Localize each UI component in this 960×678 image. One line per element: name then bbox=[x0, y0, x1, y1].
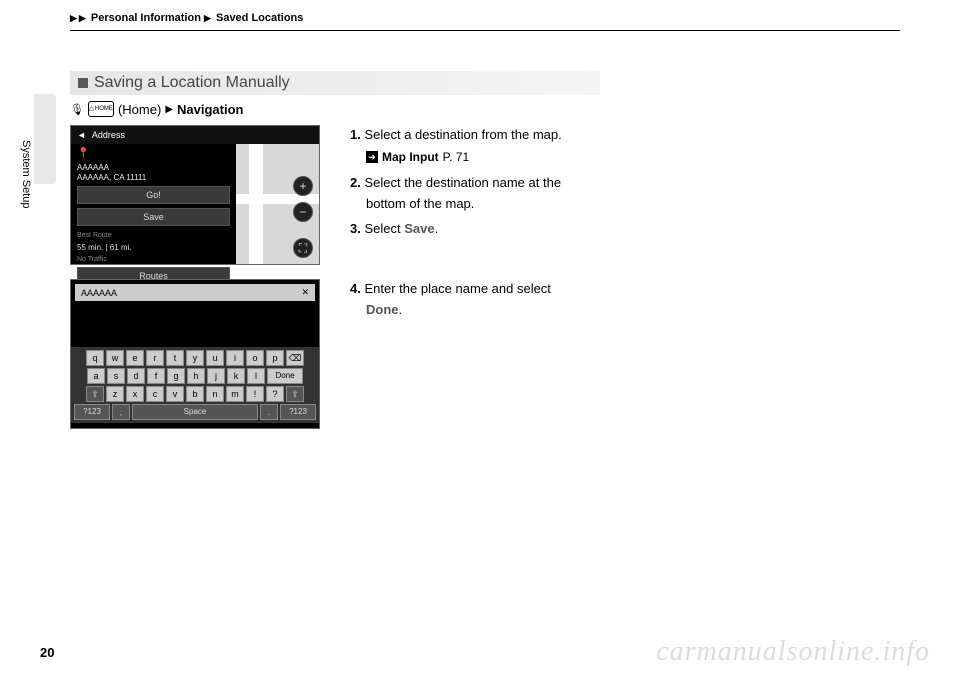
best-route-label: Best Route bbox=[77, 232, 230, 239]
side-tab-label: System Setup bbox=[20, 140, 32, 208]
section-title: Saving a Location Manually bbox=[94, 74, 290, 92]
keyboard-key: k bbox=[227, 368, 245, 384]
side-tab bbox=[34, 94, 56, 184]
keyboard-key: t bbox=[166, 350, 184, 366]
step-bold: Done bbox=[366, 302, 399, 317]
chevron-icon: ▶ bbox=[204, 13, 211, 23]
sym-key: ?123 bbox=[280, 404, 316, 420]
chevron-icon: ▶ bbox=[70, 13, 77, 23]
step-number: 1. bbox=[350, 127, 364, 142]
zoom-in-icon: + bbox=[293, 176, 313, 196]
keyboard-key: u bbox=[206, 350, 224, 366]
voice-icon: 🎙 bbox=[70, 103, 84, 116]
instructions-block: 4. Enter the place name and select Done. bbox=[350, 279, 620, 325]
breadcrumb-part: Saved Locations bbox=[216, 12, 303, 24]
section-header: Saving a Location Manually bbox=[70, 71, 600, 95]
home-label: HOME bbox=[95, 106, 113, 112]
reference-page: P. 71 bbox=[443, 148, 469, 167]
keyboard-key: n bbox=[206, 386, 224, 402]
nav-path: 🎙 ⌂HOME (Home) ▶ Navigation bbox=[70, 101, 900, 117]
step-text: Select a destination from the map. bbox=[364, 127, 561, 142]
keyboard-key: i bbox=[226, 350, 244, 366]
chevron-icon: ▶ bbox=[165, 104, 173, 115]
keyboard-key: v bbox=[166, 386, 184, 402]
step-text: Enter the place name and select bbox=[364, 281, 550, 296]
comma-key: , bbox=[112, 404, 130, 420]
keyboard-key: ⌫ bbox=[286, 350, 304, 366]
keyboard-key: r bbox=[146, 350, 164, 366]
home-paren: (Home) bbox=[118, 102, 161, 117]
keyboard-key: m bbox=[226, 386, 244, 402]
step-number: 4. bbox=[350, 281, 364, 296]
clear-icon: ✕ bbox=[301, 287, 309, 298]
breadcrumb: ▶▶ Personal Information ▶ Saved Location… bbox=[70, 12, 900, 31]
done-key: Done bbox=[267, 368, 303, 384]
keyboard-key: b bbox=[186, 386, 204, 402]
step-text: . bbox=[399, 302, 403, 317]
space-key: Space bbox=[132, 404, 258, 420]
step-text: . bbox=[435, 221, 439, 236]
screenshot-keyboard: AAAAAA ✕ qwertyuiop⌫ asdfghjklDone ⇧ zxc… bbox=[70, 279, 320, 429]
reference-label: Map Input bbox=[382, 148, 439, 167]
square-bullet-icon bbox=[78, 78, 88, 88]
back-icon: ◄ bbox=[77, 130, 86, 140]
screenshot-map: ◄ Address 📍 AAAAAA AAAAAA, CA 11111 Go! … bbox=[70, 125, 320, 265]
instructions-block: 1. Select a destination from the map. ➔ … bbox=[350, 125, 620, 243]
step-text: Select the destination name at the bbox=[364, 175, 561, 190]
sym-key: ?123 bbox=[74, 404, 110, 420]
house-icon: ⌂ bbox=[89, 105, 94, 113]
keyboard-key: c bbox=[146, 386, 164, 402]
text-input: AAAAAA ✕ bbox=[75, 284, 315, 301]
shift-key: ⇧ bbox=[86, 386, 104, 402]
keyboard: qwertyuiop⌫ asdfghjklDone ⇧ zxcvbnm!? ⇧ … bbox=[71, 347, 319, 423]
home-button-icon: ⌂HOME bbox=[88, 101, 114, 117]
go-button: Go! bbox=[77, 186, 230, 204]
keyboard-key: y bbox=[186, 350, 204, 366]
keyboard-key: j bbox=[207, 368, 225, 384]
step-number: 3. bbox=[350, 221, 364, 236]
keyboard-key: o bbox=[246, 350, 264, 366]
keyboard-key: e bbox=[126, 350, 144, 366]
address-line: AAAAAA, CA 11111 bbox=[77, 173, 230, 183]
traffic-text: No Traffic bbox=[77, 256, 230, 263]
keyboard-key: g bbox=[167, 368, 185, 384]
step-bold: Save bbox=[404, 221, 434, 236]
keyboard-key: s bbox=[107, 368, 125, 384]
navigation-label: Navigation bbox=[177, 102, 243, 117]
pin-icon: 📍 bbox=[77, 148, 230, 159]
keyboard-key: d bbox=[127, 368, 145, 384]
watermark: carmanualsonline.info bbox=[656, 636, 930, 668]
save-button: Save bbox=[77, 208, 230, 226]
keyboard-key: w bbox=[106, 350, 124, 366]
keyboard-key: x bbox=[126, 386, 144, 402]
keyboard-key: l bbox=[247, 368, 265, 384]
keyboard-key: f bbox=[147, 368, 165, 384]
keyboard-key: ! bbox=[246, 386, 264, 402]
keyboard-key: a bbox=[87, 368, 105, 384]
keyboard-key: p bbox=[266, 350, 284, 366]
eta-text: 55 min. | 61 mi. bbox=[77, 243, 230, 252]
period-key: . bbox=[260, 404, 278, 420]
page-number: 20 bbox=[40, 645, 54, 660]
input-value: AAAAAA bbox=[81, 288, 117, 298]
reference-icon: ➔ bbox=[366, 151, 378, 163]
keyboard-key: h bbox=[187, 368, 205, 384]
step-number: 2. bbox=[350, 175, 364, 190]
shot-title: Address bbox=[92, 130, 125, 140]
keyboard-key: z bbox=[106, 386, 124, 402]
keyboard-key: ? bbox=[266, 386, 284, 402]
zoom-out-icon: − bbox=[293, 202, 313, 222]
shift-key: ⇧ bbox=[286, 386, 304, 402]
step-text: bottom of the map. bbox=[366, 196, 474, 211]
address-line: AAAAAA bbox=[77, 163, 230, 173]
breadcrumb-part: Personal Information bbox=[91, 12, 201, 24]
keyboard-key: q bbox=[86, 350, 104, 366]
chevron-icon: ▶ bbox=[79, 13, 86, 23]
step-text: Select bbox=[364, 221, 404, 236]
expand-icon: ⛶ bbox=[293, 238, 313, 258]
